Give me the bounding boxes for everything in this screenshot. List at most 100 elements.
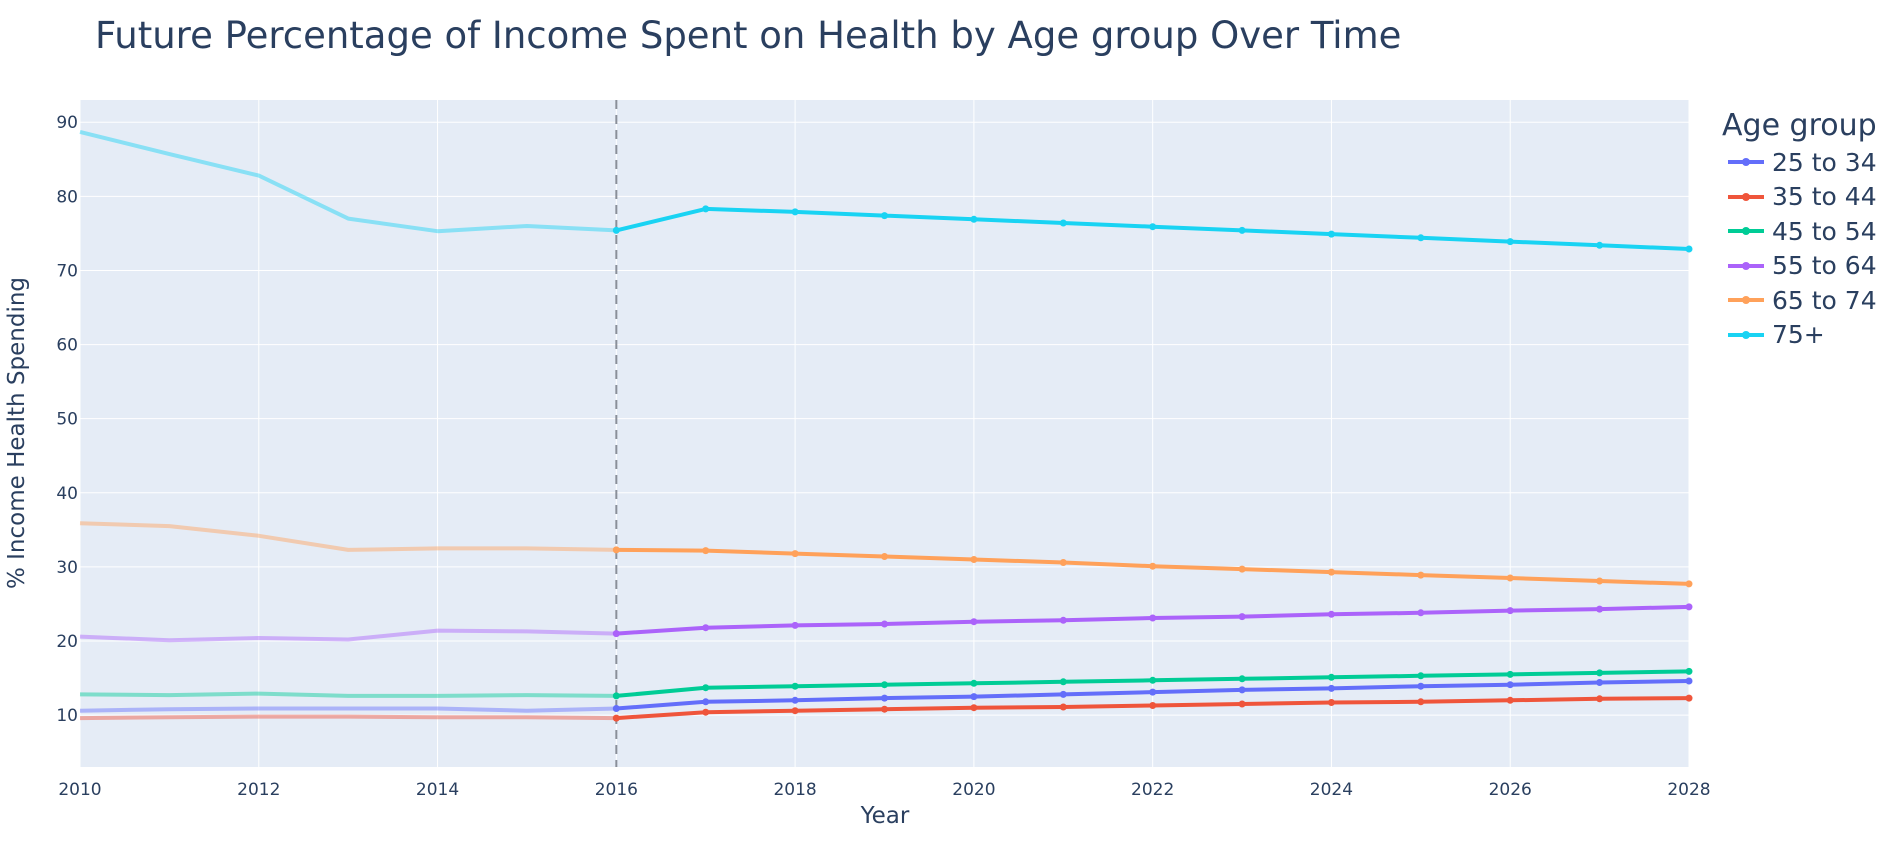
forecast-point-5 xyxy=(1506,238,1514,246)
forecast-point-0 xyxy=(1327,684,1335,692)
forecast-point-4 xyxy=(1506,574,1514,582)
y-axis-title: % Income Health Spending xyxy=(4,277,30,589)
legend-label: 75+ xyxy=(1772,320,1825,350)
x-tick-label: 2010 xyxy=(58,780,101,800)
forecast-point-3 xyxy=(970,618,978,626)
forecast-point-2 xyxy=(881,681,888,689)
forecast-point-0 xyxy=(1417,682,1425,690)
forecast-point-0 xyxy=(1059,690,1067,698)
forecast-lines xyxy=(612,205,1693,722)
forecast-point-2 xyxy=(1506,670,1514,678)
historical-lines xyxy=(79,129,617,721)
forecast-point-5 xyxy=(612,226,620,234)
axis-ticks: 2010 2012 2014 2016 2018 2020 2022 2024 2026 2028… xyxy=(56,113,1710,800)
legend-item[interactable]: 65 to 74 xyxy=(1722,283,1877,318)
forecast-point-1 xyxy=(1149,702,1157,709)
forecast-point-2 xyxy=(702,684,710,692)
forecast-point-3 xyxy=(1506,607,1514,615)
x-tick-label: 2022 xyxy=(1131,780,1174,800)
y-tick-label: 80 xyxy=(56,187,78,207)
legend-item[interactable]: 75+ xyxy=(1722,318,1877,353)
forecast-point-4 xyxy=(1149,562,1157,570)
legend-label: 25 to 34 xyxy=(1772,147,1877,177)
forecast-point-1 xyxy=(612,714,620,722)
forecast-point-1 xyxy=(1327,699,1335,706)
legend-item[interactable]: 35 to 44 xyxy=(1722,180,1877,215)
legend-swatch xyxy=(1728,330,1764,339)
forecast-point-5 xyxy=(702,205,710,213)
forecast-point-0 xyxy=(1685,677,1693,685)
x-tick-label: 2024 xyxy=(1310,780,1353,800)
forecast-point-2 xyxy=(1417,672,1425,680)
forecast-point-2 xyxy=(1059,678,1067,686)
forecast-point-3 xyxy=(791,621,799,629)
legend-swatch xyxy=(1728,158,1764,167)
forecast-point-3 xyxy=(612,630,620,638)
forecast-point-0 xyxy=(881,694,888,702)
forecast-point-1 xyxy=(1506,696,1514,704)
forecast-point-4 xyxy=(1238,565,1246,573)
forecast-point-5 xyxy=(1417,234,1425,242)
forecast-point-4 xyxy=(881,553,888,560)
x-tick-label: 2020 xyxy=(952,780,995,800)
plot-background xyxy=(80,100,1689,767)
legend-swatch xyxy=(1728,192,1764,201)
y-tick-label: 90 xyxy=(56,113,78,133)
historical-line-2 xyxy=(79,691,617,698)
forecast-point-5 xyxy=(1685,245,1693,253)
x-tick-label: 2014 xyxy=(416,780,459,800)
y-tick-label: 10 xyxy=(56,706,78,726)
historical-line-0 xyxy=(79,706,617,713)
x-tick-label: 2018 xyxy=(773,780,816,800)
forecast-point-3 xyxy=(702,624,710,632)
historical-line-3 xyxy=(79,628,617,643)
forecast-point-1 xyxy=(1059,703,1067,711)
forecast-point-5 xyxy=(970,215,978,223)
forecast-point-0 xyxy=(970,693,978,701)
legend-swatch xyxy=(1728,296,1764,305)
forecast-point-3 xyxy=(881,620,888,628)
legend-marker xyxy=(1742,330,1750,339)
forecast-point-3 xyxy=(1685,603,1693,611)
forecast-point-0 xyxy=(1238,686,1246,694)
y-tick-label: 60 xyxy=(56,336,78,356)
forecast-point-0 xyxy=(612,705,620,712)
forecast-point-0 xyxy=(1596,679,1604,686)
y-tick-label: 20 xyxy=(56,632,78,652)
forecast-point-1 xyxy=(1596,695,1604,703)
forecast-point-2 xyxy=(1327,673,1335,681)
x-tick-label: 2016 xyxy=(595,780,638,800)
forecast-point-0 xyxy=(702,698,710,706)
forecast-point-4 xyxy=(1596,577,1604,585)
legend-item[interactable]: 55 to 64 xyxy=(1722,249,1877,284)
forecast-point-5 xyxy=(1327,230,1335,238)
legend-label: 45 to 54 xyxy=(1772,216,1877,246)
legend-marker xyxy=(1742,261,1750,270)
legend-items: 25 to 34 35 to 44 45 to 54 55 to 64 65 to 74… xyxy=(1722,145,1877,352)
legend-title: Age group xyxy=(1722,108,1877,143)
forecast-point-1 xyxy=(702,708,710,716)
legend-item[interactable]: 45 to 54 xyxy=(1722,214,1877,249)
forecast-point-2 xyxy=(791,682,799,690)
legend-label: 55 to 64 xyxy=(1772,251,1877,281)
forecast-point-4 xyxy=(791,550,799,558)
forecast-point-4 xyxy=(702,547,710,555)
grid-lines xyxy=(79,100,1690,767)
historical-line-1 xyxy=(79,714,617,721)
forecast-point-3 xyxy=(1238,613,1246,621)
forecast-point-5 xyxy=(1596,241,1604,249)
forecast-point-2 xyxy=(1238,675,1246,683)
forecast-point-0 xyxy=(1149,688,1157,696)
forecast-point-0 xyxy=(1506,681,1514,689)
forecast-point-4 xyxy=(1059,559,1067,566)
forecast-point-5 xyxy=(1059,219,1067,227)
forecast-point-1 xyxy=(970,704,978,712)
forecast-point-5 xyxy=(1238,226,1246,234)
legend-label: 65 to 74 xyxy=(1772,285,1877,315)
legend-item[interactable]: 25 to 34 xyxy=(1722,145,1877,180)
historical-line-5 xyxy=(79,129,617,234)
forecast-point-5 xyxy=(791,208,799,216)
x-tick-label: 2026 xyxy=(1489,780,1532,800)
forecast-point-3 xyxy=(1059,616,1067,624)
